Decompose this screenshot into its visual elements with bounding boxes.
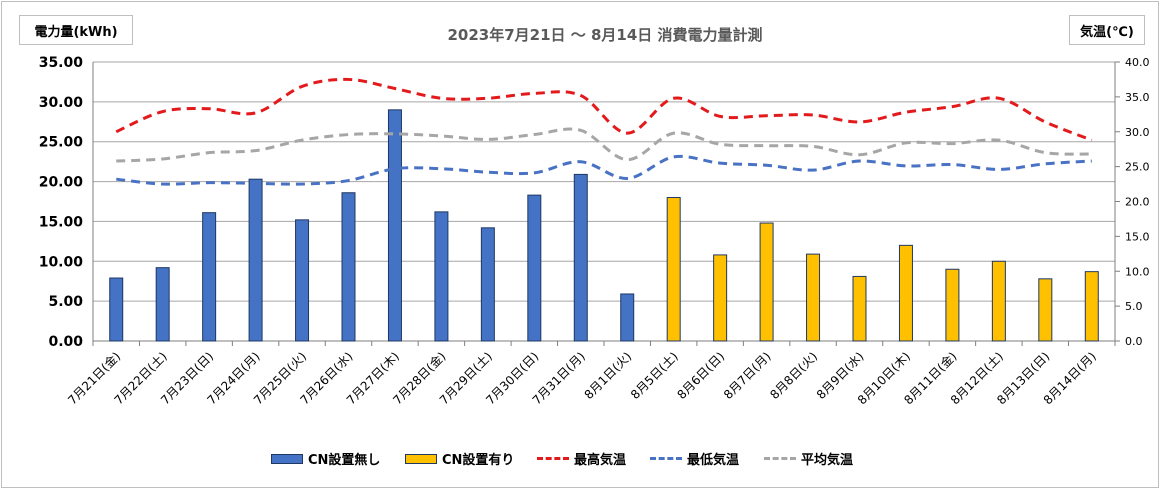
bar (1038, 278, 1053, 342)
legend-swatch-min-temp (650, 457, 682, 460)
legend-item-min-temp: 最低気温 (650, 449, 739, 468)
bar (713, 254, 728, 342)
x-tick-label: 8月1日(火) (582, 349, 635, 402)
bar (387, 109, 402, 342)
legend-swatch-cn-with (405, 453, 437, 464)
bar (341, 192, 356, 342)
bar (620, 293, 635, 342)
max-temp-line (115, 77, 1093, 142)
legend-item-avg-temp: 平均気温 (764, 449, 853, 468)
y-tick-label-right: 40.0 (1125, 56, 1150, 69)
bar (759, 222, 774, 342)
min-temp-line (116, 154, 1092, 186)
legend-swatch-avg-temp (764, 457, 796, 460)
legend-item-max-temp: 最高気温 (537, 449, 626, 468)
x-tick-label: 8月5日(土) (628, 349, 681, 402)
left-axis-unit: 電力量(kWh) (19, 15, 133, 45)
x-tick-label: 8月6日(日) (674, 349, 727, 402)
y-tick-label-left: 15.00 (39, 214, 84, 230)
legend-label-cn-with: CN設置有り (442, 453, 515, 468)
avg-temp-line (116, 127, 1092, 163)
y-tick-label-right: 0.0 (1125, 335, 1143, 348)
bar (1084, 271, 1099, 342)
legend-label-max-temp: 最高気温 (574, 453, 627, 468)
bar (898, 244, 913, 342)
legend-label-min-temp: 最低気温 (687, 453, 740, 468)
right-axis-unit: 気温(℃) (1069, 15, 1145, 45)
y-tick-label-right: 15.0 (1125, 230, 1150, 243)
legend: CN設置無し CN設置有り 最高気温 最低気温 平均気温 (0, 449, 1162, 468)
bar (991, 260, 1006, 342)
y-tick-label-right: 35.0 (1125, 91, 1150, 104)
y-tick-label-left: 25.00 (39, 135, 84, 151)
bar (480, 227, 495, 342)
bar (202, 212, 217, 342)
bar (155, 267, 170, 342)
legend-item-cn-without: CN設置無し (271, 449, 380, 468)
x-tick-label: 8月8日(火) (767, 349, 820, 402)
legend-item-cn-with: CN設置有り (405, 449, 514, 468)
chart-title: 2023年7月21日 〜 8月14日 消費電力量計測 (447, 26, 763, 44)
bar (573, 173, 588, 342)
bar (527, 194, 542, 342)
bar (945, 268, 960, 342)
bar (434, 211, 449, 342)
bar (248, 178, 263, 342)
legend-label-cn-without: CN設置無し (308, 453, 381, 468)
legend-label-avg-temp: 平均気温 (801, 453, 854, 468)
legend-swatch-max-temp (537, 457, 569, 460)
y-tick-label-left: 20.00 (39, 175, 84, 191)
y-tick-label-left: 10.00 (39, 254, 84, 270)
x-tick-label: 8月7日(月) (721, 349, 774, 402)
legend-swatch-cn-without (271, 453, 303, 464)
bar (109, 277, 124, 342)
bar (295, 219, 310, 342)
y-tick-label-right: 30.0 (1125, 126, 1150, 139)
y-tick-label-left: 5.00 (48, 294, 83, 310)
bar (666, 197, 681, 342)
y-tick-label-right: 10.0 (1125, 265, 1150, 278)
y-tick-label-left: 30.00 (39, 95, 84, 111)
bar (806, 253, 821, 342)
y-tick-label-left: 35.00 (39, 55, 84, 71)
y-tick-label-right: 20.0 (1125, 196, 1150, 209)
y-tick-label-right: 5.0 (1125, 300, 1143, 313)
y-tick-label-right: 25.0 (1125, 161, 1150, 174)
bar (852, 275, 867, 342)
y-tick-label-left: 0.00 (48, 334, 83, 350)
